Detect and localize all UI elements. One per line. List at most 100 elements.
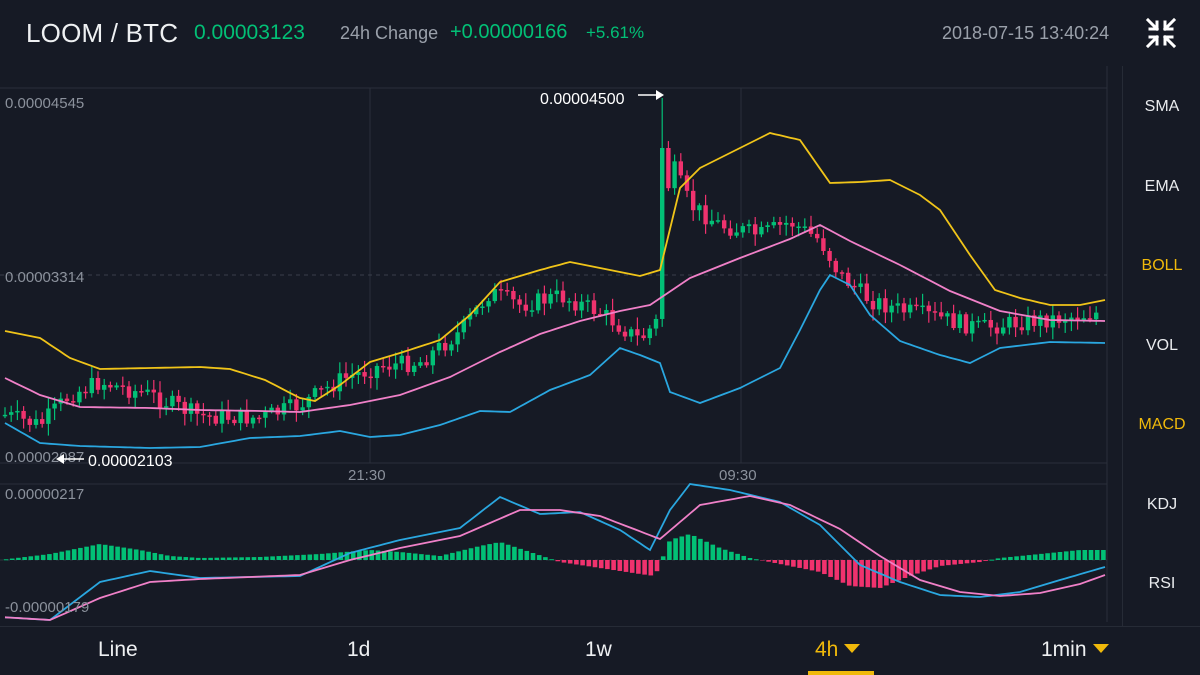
candle-body <box>598 313 603 316</box>
macd-bar <box>629 560 635 573</box>
macd-bar <box>536 555 542 560</box>
timeframe-bar: Line 1d 1w 4h 1min <box>0 626 1200 675</box>
macd-bar <box>846 560 852 586</box>
candle-body <box>629 329 634 337</box>
macd-dif-line <box>4 483 1106 621</box>
macd-bar <box>555 560 561 562</box>
macd-bar <box>791 560 796 567</box>
candlestick-series <box>2 98 1099 436</box>
macd-bar <box>983 560 988 561</box>
macd-bar <box>915 560 920 574</box>
candle-body <box>914 304 919 307</box>
candle-body <box>145 389 150 392</box>
candle-body <box>796 226 801 229</box>
candle-body <box>1075 317 1080 321</box>
macd-bar <box>214 557 220 560</box>
candle-body <box>424 362 429 366</box>
indicator-sma[interactable]: SMA <box>1144 98 1180 115</box>
macd-bar <box>326 553 331 560</box>
price-chart[interactable]: 0.00004545 0.00003314 0.00002087 0.00004… <box>0 66 1120 626</box>
timeframe-1w[interactable]: 1w <box>585 638 612 662</box>
macd-bar <box>295 555 300 560</box>
candle-body <box>89 377 94 394</box>
macd-bar <box>338 552 344 560</box>
macd-bar <box>437 556 443 560</box>
chart-frame <box>0 66 1108 622</box>
candle-body <box>585 300 590 302</box>
macd-bar <box>890 560 895 583</box>
candle-body <box>505 290 510 292</box>
macd-bar <box>1082 550 1088 560</box>
candle-body <box>920 305 925 308</box>
timeframe-1d[interactable]: 1d <box>347 638 370 662</box>
macd-bar <box>722 549 728 560</box>
timeframe-line[interactable]: Line <box>98 638 138 662</box>
macd-bar <box>970 560 976 563</box>
price-axis-high: 0.00004545 <box>5 95 84 112</box>
indicator-rsi[interactable]: RSI <box>1148 575 1176 592</box>
candle-body <box>294 399 299 411</box>
candle-body <box>368 376 373 379</box>
macd-bar <box>462 549 468 560</box>
macd-bar <box>729 551 734 560</box>
macd-bar <box>741 555 747 560</box>
macd-bar <box>772 560 778 563</box>
timeframe-1min[interactable]: 1min <box>1041 638 1109 662</box>
macd-bar <box>276 556 282 560</box>
macd-bar <box>964 560 970 564</box>
change-label: 24h Change <box>340 23 439 43</box>
candle-body <box>560 290 566 303</box>
macd-bar <box>642 560 647 575</box>
candle-body <box>288 399 293 404</box>
macd-bar <box>822 560 827 575</box>
indicator-boll[interactable]: BOLL <box>1141 257 1183 274</box>
candle-body <box>455 332 460 345</box>
candle-body <box>343 373 349 378</box>
collapse-arrows-icon[interactable] <box>1142 14 1180 52</box>
indicator-vol[interactable]: VOL <box>1145 337 1178 354</box>
candle-body <box>908 304 913 313</box>
timeframe-4h[interactable]: 4h <box>815 638 861 662</box>
candle-body <box>554 290 559 295</box>
candle-body <box>418 362 423 366</box>
macd-bar <box>1014 556 1019 560</box>
trading-pair: LOOM / BTC <box>26 18 179 48</box>
candle-body <box>963 314 969 334</box>
macd-bar <box>350 551 356 560</box>
macd-bar <box>977 560 982 563</box>
indicator-macd[interactable]: MACD <box>1138 416 1186 433</box>
macd-bar <box>908 560 914 576</box>
macd-bar <box>1020 555 1026 560</box>
candle-body <box>164 406 169 408</box>
macd-bar <box>1094 550 1100 560</box>
macd-bar <box>1076 550 1081 560</box>
candle-body <box>827 250 832 261</box>
last-price: 0.00003123 <box>194 21 305 44</box>
candle-body <box>994 327 1000 334</box>
indicator-kdj[interactable]: KDJ <box>1146 496 1178 513</box>
macd-bar <box>96 544 102 560</box>
candle-body <box>399 355 404 364</box>
chevron-down-icon <box>844 643 861 653</box>
macd-bar <box>927 560 933 570</box>
candle-body <box>83 391 88 394</box>
candle-body <box>790 222 795 227</box>
macd-bar <box>164 555 170 560</box>
indicator-panel: SMA EMA BOLL VOL MACD KDJ RSI <box>1122 66 1200 626</box>
candle-body <box>443 342 448 351</box>
candle-body <box>988 319 993 328</box>
candle-body <box>740 226 745 233</box>
timeframe-1min-label: 1min <box>1041 638 1087 661</box>
macd-bar <box>282 555 288 560</box>
macd-bar <box>220 557 226 560</box>
boll-upper-band <box>4 132 1106 402</box>
macd-bar <box>685 534 691 560</box>
candle-body <box>387 366 392 370</box>
timeframe-1w-label: 1w <box>585 638 612 661</box>
candle-body <box>381 365 386 368</box>
min-price-marker: 0.00002103 <box>56 453 173 470</box>
candle-body <box>697 205 702 211</box>
macd-bar <box>239 557 244 560</box>
candle-body <box>393 363 398 370</box>
indicator-ema[interactable]: EMA <box>1144 178 1180 195</box>
